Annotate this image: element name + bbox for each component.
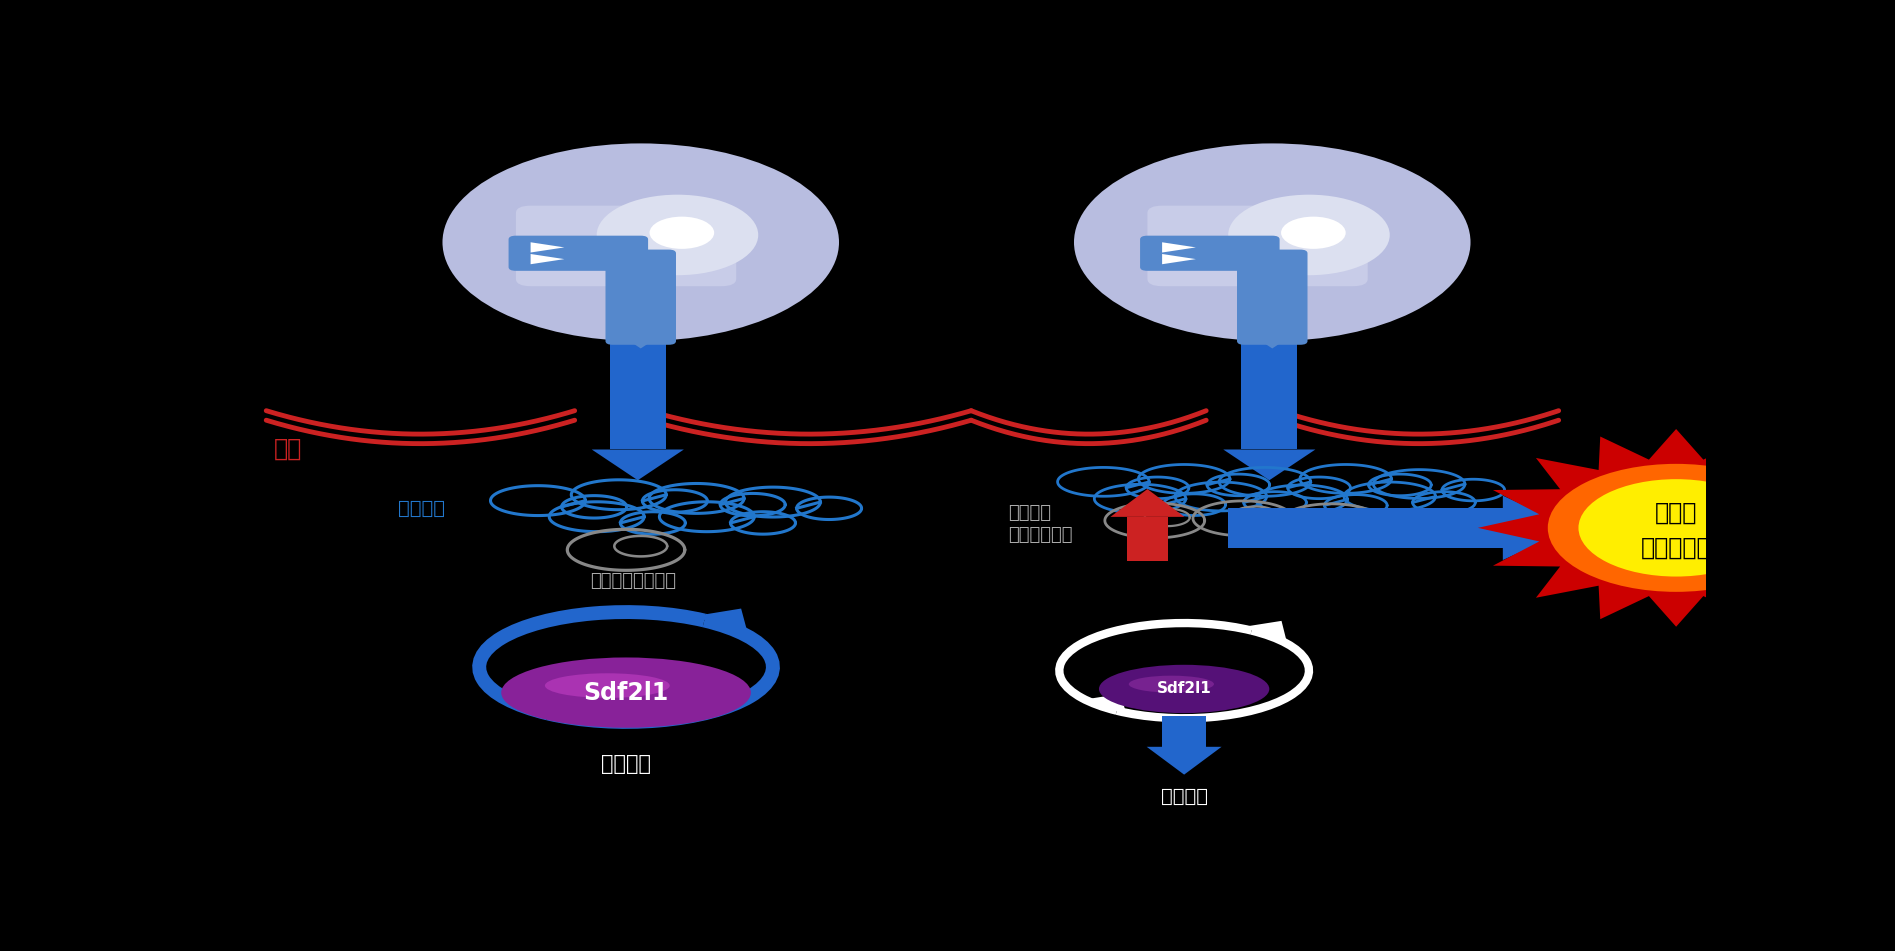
Polygon shape bbox=[1110, 489, 1184, 517]
Bar bbox=[1241, 320, 1298, 450]
Polygon shape bbox=[1224, 450, 1315, 480]
Polygon shape bbox=[504, 692, 559, 718]
Text: 質の悪いタンパク: 質の悪いタンパク bbox=[591, 572, 677, 590]
Polygon shape bbox=[1082, 694, 1126, 714]
Bar bbox=[1162, 716, 1205, 747]
Polygon shape bbox=[694, 609, 749, 633]
FancyBboxPatch shape bbox=[1148, 205, 1368, 286]
Polygon shape bbox=[531, 254, 565, 264]
Circle shape bbox=[650, 217, 714, 249]
Text: 発現誤導: 発現誤導 bbox=[601, 754, 652, 774]
FancyBboxPatch shape bbox=[606, 249, 677, 345]
Text: 脂肪性肘炎: 脂肪性肘炎 bbox=[1641, 535, 1711, 559]
Polygon shape bbox=[612, 330, 669, 348]
Circle shape bbox=[597, 195, 758, 275]
Circle shape bbox=[1228, 195, 1389, 275]
FancyBboxPatch shape bbox=[1141, 236, 1279, 271]
Text: Sdf2l1: Sdf2l1 bbox=[584, 681, 669, 705]
Polygon shape bbox=[1241, 621, 1287, 641]
Text: 発現低下: 発現低下 bbox=[1160, 787, 1207, 806]
Bar bbox=[1128, 517, 1167, 561]
Polygon shape bbox=[1162, 254, 1196, 264]
Polygon shape bbox=[1503, 495, 1573, 560]
FancyBboxPatch shape bbox=[1237, 249, 1308, 345]
Ellipse shape bbox=[546, 673, 669, 698]
Text: 糖尿病: 糖尿病 bbox=[1654, 500, 1698, 525]
Bar bbox=[610, 320, 665, 450]
Circle shape bbox=[443, 144, 839, 341]
Text: 正常蛋白: 正常蛋白 bbox=[398, 498, 445, 517]
Ellipse shape bbox=[500, 657, 750, 728]
Polygon shape bbox=[591, 450, 684, 480]
Ellipse shape bbox=[1129, 675, 1215, 692]
FancyBboxPatch shape bbox=[508, 236, 648, 271]
Text: 肝臓: 肝臓 bbox=[273, 437, 301, 460]
Polygon shape bbox=[1245, 330, 1300, 348]
Ellipse shape bbox=[1099, 665, 1270, 713]
Text: タンパク増加: タンパク増加 bbox=[1008, 526, 1073, 544]
Circle shape bbox=[1281, 217, 1345, 249]
Circle shape bbox=[1548, 464, 1804, 592]
Circle shape bbox=[1579, 479, 1774, 576]
FancyBboxPatch shape bbox=[515, 205, 735, 286]
Text: Sdf2l1: Sdf2l1 bbox=[1156, 682, 1211, 696]
Polygon shape bbox=[1162, 243, 1196, 253]
Polygon shape bbox=[531, 243, 565, 253]
Polygon shape bbox=[1478, 429, 1874, 627]
Text: 質の悪い: 質の悪い bbox=[1008, 504, 1052, 522]
Circle shape bbox=[1074, 144, 1471, 341]
Bar bbox=[1228, 508, 1503, 548]
Polygon shape bbox=[1146, 747, 1222, 775]
